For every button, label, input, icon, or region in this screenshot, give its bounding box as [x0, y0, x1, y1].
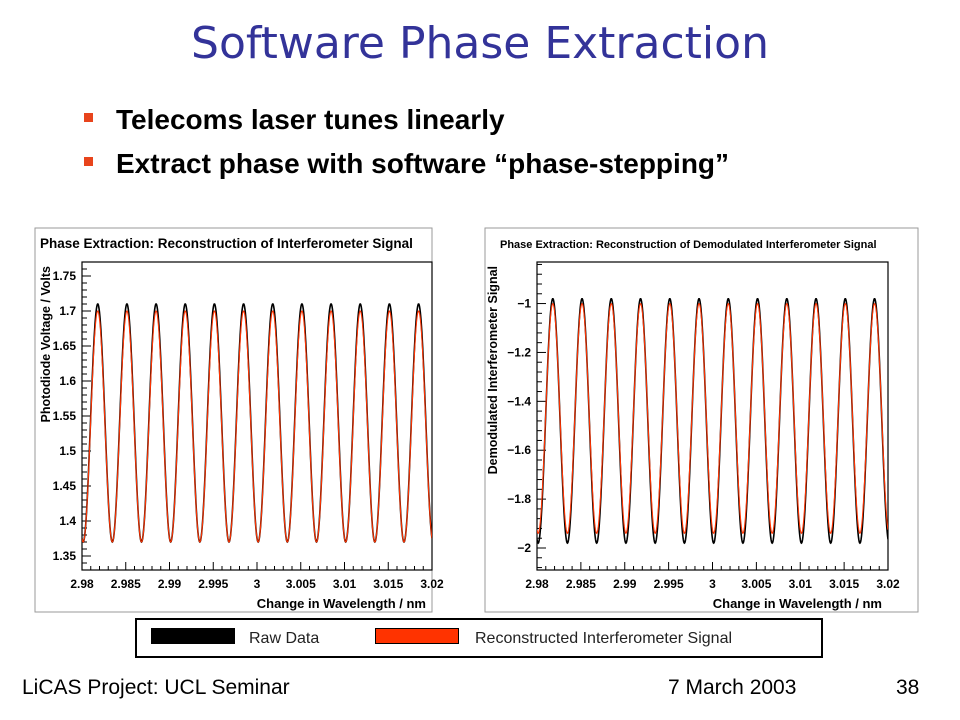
y-tick-label: −1.2: [507, 345, 531, 359]
bullet-list: Telecoms laser tunes linearly Extract ph…: [80, 98, 729, 186]
x-tick-label: 2.995: [198, 577, 228, 591]
slide-title: Software Phase Extraction: [191, 18, 769, 69]
chart-title: Phase Extraction: Reconstruction of Demo…: [500, 239, 877, 251]
chart-title: Phase Extraction: Reconstruction of Inte…: [40, 236, 413, 251]
y-tick-label: −1.4: [507, 394, 531, 408]
y-tick-label: 1.45: [53, 479, 77, 493]
y-axis-label: Photodiode Voltage / Volts: [39, 266, 53, 423]
square-bullet-icon: [84, 113, 93, 122]
series-line-reconstructed: [537, 303, 888, 535]
legend-swatch-reconstructed: [375, 628, 459, 644]
y-tick-label: 1.75: [53, 269, 77, 283]
series-line-reconstructed: [82, 310, 432, 543]
series-line-raw-data: [537, 297, 888, 545]
x-tick-label: 3.01: [333, 577, 357, 591]
x-axis-label: Change in Wavelength / nm: [257, 596, 426, 611]
legend-label-reconstructed: Reconstructed Interferometer Signal: [475, 630, 733, 647]
y-tick-label: 1.65: [53, 339, 77, 353]
x-tick-label: 2.98: [70, 577, 94, 591]
y-tick-label: 1.5: [59, 444, 76, 458]
bullet-text: Extract phase with software “phase-stepp…: [116, 148, 730, 179]
x-tick-label: 3.015: [373, 577, 403, 591]
footer-page-number: 38: [896, 676, 920, 699]
chart-2: Phase Extraction: Reconstruction of Demo…: [484, 227, 919, 613]
bullet-item: Telecoms laser tunes linearly: [80, 98, 729, 142]
x-tick-label: 3: [254, 577, 261, 591]
x-axis-label: Change in Wavelength / nm: [713, 596, 882, 611]
x-tick-label: 2.98: [525, 577, 549, 591]
x-tick-label: 3.015: [829, 577, 859, 591]
x-tick-label: 2.985: [111, 577, 141, 591]
x-tick-label: 2.985: [566, 577, 596, 591]
chart-1: Phase Extraction: Reconstruction of Inte…: [34, 227, 444, 613]
y-axis-label: Demodulated Interferometer Signal: [486, 266, 500, 474]
bullet-text: Telecoms laser tunes linearly: [116, 104, 505, 135]
legend: Raw Data Reconstructed Interferometer Si…: [135, 618, 823, 658]
bullet-item: Extract phase with software “phase-stepp…: [80, 142, 729, 186]
y-tick-label: 1.7: [59, 304, 76, 318]
x-tick-label: 3.01: [789, 577, 813, 591]
y-tick-label: 1.35: [53, 549, 77, 563]
y-tick-label: 1.4: [59, 514, 76, 528]
x-tick-label: 3.005: [741, 577, 771, 591]
x-tick-label: 3.005: [286, 577, 316, 591]
x-tick-label: 3.02: [420, 577, 444, 591]
footer-date: 7 March 2003: [668, 676, 797, 699]
chart-frame: [484, 227, 919, 613]
legend-swatch-raw-data: [151, 628, 235, 644]
y-tick-label: −1: [517, 297, 531, 311]
legend-label-raw-data: Raw Data: [249, 630, 320, 647]
y-tick-label: −2: [517, 541, 531, 555]
y-tick-label: 1.6: [59, 374, 76, 388]
x-tick-label: 3.02: [876, 577, 900, 591]
x-tick-label: 2.99: [613, 577, 637, 591]
x-tick-label: 2.995: [654, 577, 684, 591]
chart-frame: [34, 227, 433, 613]
y-tick-label: 1.55: [53, 409, 77, 423]
y-tick-label: −1.6: [507, 443, 531, 457]
footer-left: LiCAS Project: UCL Seminar: [22, 676, 290, 699]
y-tick-label: −1.8: [507, 492, 531, 506]
x-tick-label: 3: [709, 577, 716, 591]
square-bullet-icon: [84, 157, 93, 166]
x-tick-label: 2.99: [158, 577, 182, 591]
